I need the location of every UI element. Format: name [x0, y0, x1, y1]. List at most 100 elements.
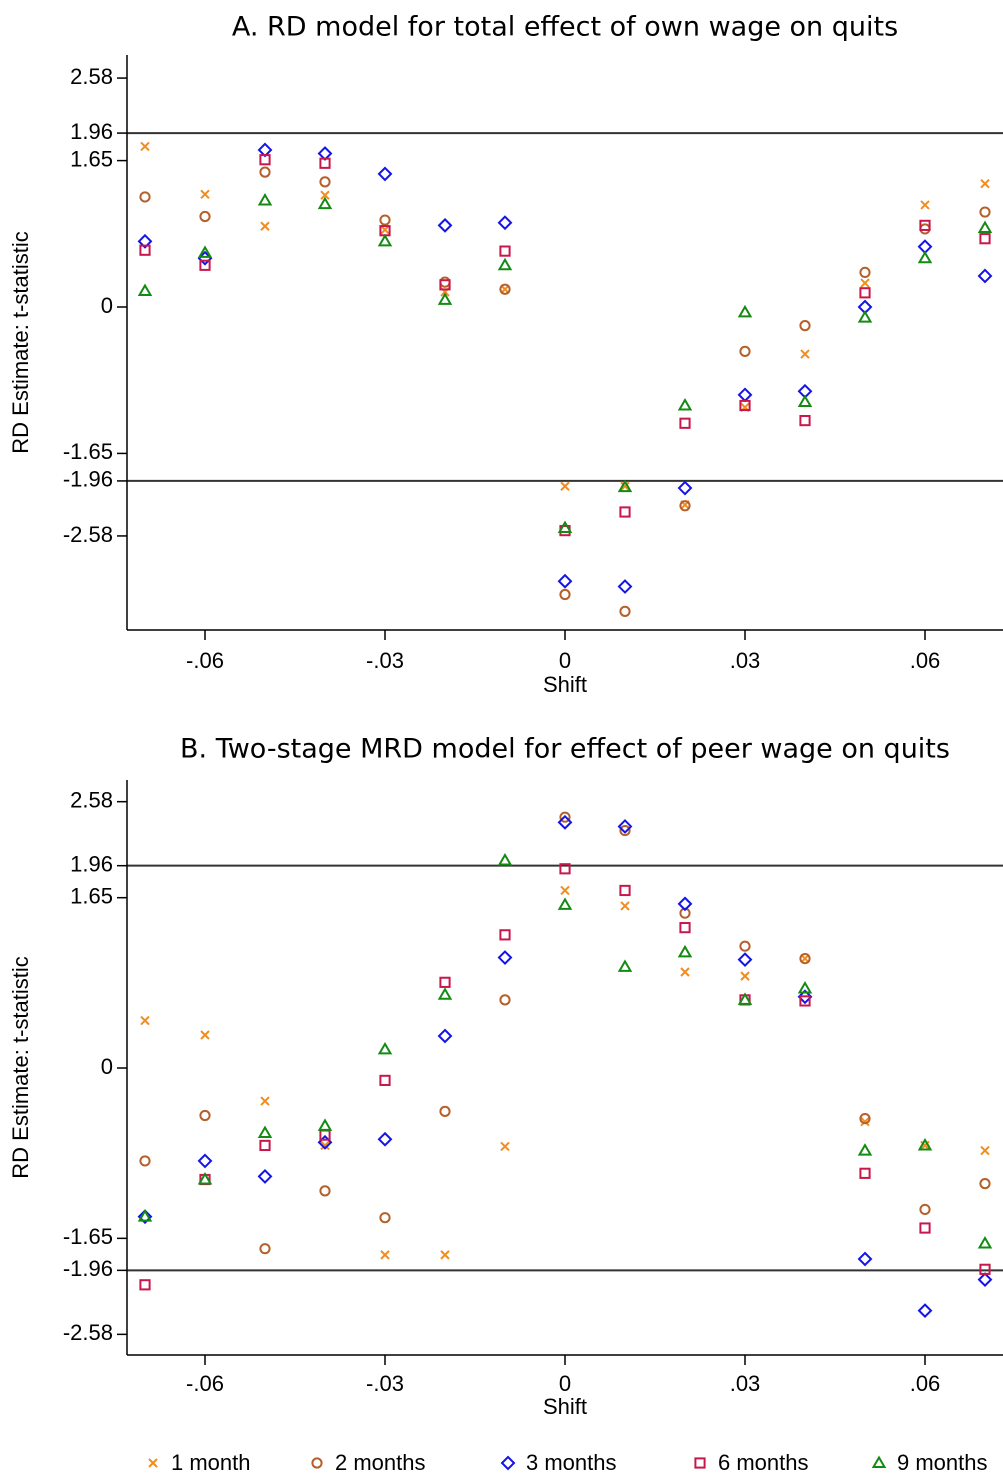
marker: [619, 506, 631, 518]
marker: [439, 976, 451, 988]
y-tick-label: 1.96: [70, 119, 113, 144]
marker: [320, 190, 330, 200]
marker: [437, 987, 453, 1000]
marker: [499, 245, 511, 257]
marker: [259, 154, 271, 166]
marker: [979, 1178, 991, 1190]
marker: [137, 1209, 153, 1222]
x-axis-label: Shift: [543, 672, 587, 697]
x-tick-label: 0: [559, 648, 571, 673]
marker: [620, 481, 630, 491]
marker: [439, 276, 451, 288]
chart-title: B. Two-stage MRD model for effect of pee…: [180, 734, 950, 765]
marker: [919, 1222, 931, 1234]
marker: [499, 283, 511, 295]
marker: [137, 283, 153, 297]
marker: [379, 214, 391, 226]
marker: [137, 233, 153, 249]
marker: [919, 1203, 931, 1216]
marker: [499, 994, 511, 1006]
y-tick-label: 0: [101, 293, 113, 318]
marker: [917, 250, 933, 264]
marker: [497, 950, 513, 965]
marker: [739, 345, 751, 357]
marker: [497, 853, 513, 866]
marker: [197, 1153, 213, 1169]
marker: [677, 944, 693, 958]
x-axis-label: Shift: [543, 1394, 587, 1419]
marker: [857, 1251, 873, 1267]
marker: [140, 141, 150, 152]
marker: [799, 414, 811, 427]
y-axis-label: RD Estimate: t-statistic: [8, 231, 33, 453]
marker: [859, 1167, 871, 1179]
marker: [739, 399, 751, 412]
x-tick-label: .06: [910, 1371, 941, 1396]
y-tick-label: 1.65: [70, 883, 113, 908]
marker: [497, 215, 513, 231]
marker: [979, 1263, 991, 1275]
marker: [871, 1455, 887, 1468]
marker: [797, 989, 813, 1005]
marker: [440, 1250, 450, 1260]
y-tick-label: 1.96: [70, 851, 113, 876]
marker: [739, 940, 751, 952]
marker: [379, 1074, 391, 1087]
legend-label: 6 months: [718, 1450, 809, 1475]
marker: [499, 929, 511, 941]
marker: [677, 480, 693, 496]
marker: [500, 284, 510, 294]
marker: [859, 1112, 871, 1125]
y-tick-label: -2.58: [63, 1320, 113, 1345]
marker: [497, 257, 513, 271]
x-tick-label: .03: [730, 648, 761, 673]
marker: [917, 1137, 933, 1151]
marker: [380, 225, 390, 235]
marker: [977, 268, 993, 284]
marker: [619, 605, 631, 617]
marker: [311, 1457, 323, 1469]
marker: [980, 178, 990, 189]
legend-label: 1 month: [171, 1450, 251, 1475]
marker: [199, 1109, 211, 1122]
marker: [259, 166, 271, 178]
marker: [980, 1145, 990, 1156]
marker: [557, 520, 573, 533]
marker: [260, 1096, 270, 1106]
marker: [799, 995, 811, 1007]
marker: [439, 279, 451, 291]
marker: [560, 885, 570, 896]
marker: [139, 1279, 151, 1291]
x-tick-label: -.03: [366, 1371, 404, 1396]
x-tick-label: -.06: [186, 648, 224, 673]
marker: [437, 1028, 453, 1044]
marker: [857, 1143, 873, 1156]
marker: [977, 220, 993, 234]
marker: [559, 863, 571, 875]
marker: [437, 292, 453, 305]
marker: [694, 1457, 706, 1469]
marker: [559, 811, 571, 823]
marker: [439, 1105, 451, 1117]
marker: [617, 579, 633, 594]
marker: [559, 588, 571, 601]
marker: [799, 320, 811, 332]
marker: [857, 310, 873, 323]
marker: [679, 922, 691, 934]
chart-title: A. RD model for total effect of own wage…: [232, 12, 898, 43]
marker: [679, 417, 691, 429]
marker: [148, 1458, 158, 1468]
marker: [979, 233, 991, 245]
marker: [197, 1172, 213, 1185]
marker: [137, 1209, 153, 1225]
marker: [799, 952, 811, 965]
marker: [617, 819, 633, 834]
marker: [139, 244, 151, 256]
legend-label: 2 months: [335, 1450, 426, 1475]
marker: [677, 398, 693, 411]
x-tick-label: .06: [910, 648, 941, 673]
y-tick-label: 2.58: [70, 787, 113, 812]
legend-label: 9 months: [897, 1450, 988, 1475]
marker: [377, 166, 393, 182]
